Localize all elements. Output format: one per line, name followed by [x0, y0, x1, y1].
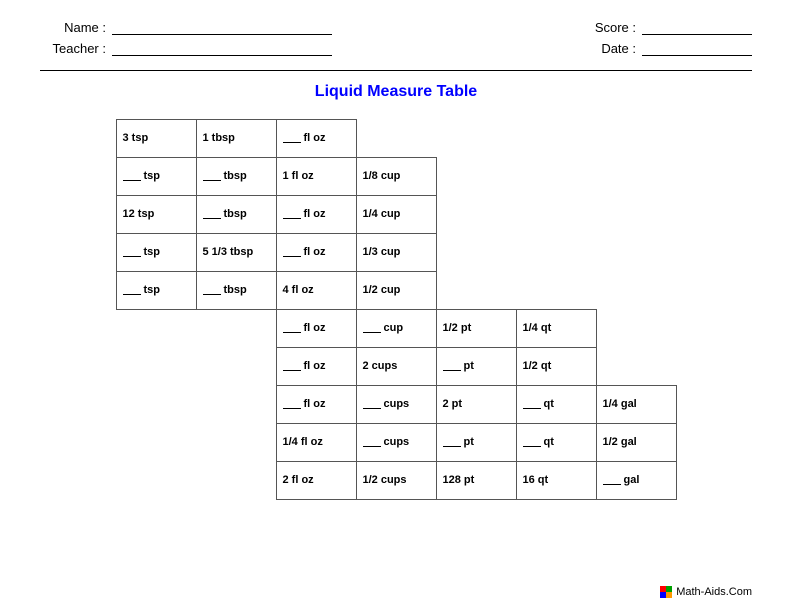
fill-blank [363, 437, 381, 447]
fill-blank [363, 399, 381, 409]
table-cell: 16 qt [516, 461, 597, 500]
table-cell: cups [356, 423, 437, 462]
table-cell: fl oz [276, 195, 357, 234]
fill-blank [523, 399, 541, 409]
table-cell: tbsp [196, 271, 277, 310]
table-cell: pt [436, 423, 517, 462]
table-cell: 1/8 cup [356, 157, 437, 196]
fill-blank [283, 323, 301, 333]
table-cell: tsp [116, 157, 197, 196]
fill-blank [203, 171, 221, 181]
table-cell: 1/2 qt [516, 347, 597, 386]
table-cell: 1/3 cup [356, 233, 437, 272]
date-label: Date : [570, 41, 642, 56]
math-aids-icon [660, 586, 672, 598]
table-cell: 4 fl oz [276, 271, 357, 310]
fill-blank [123, 285, 141, 295]
fill-blank [283, 209, 301, 219]
footer: Math-Aids.Com [660, 586, 752, 598]
fill-blank [443, 361, 461, 371]
fill-blank [283, 133, 301, 143]
table-cell: 1/4 qt [516, 309, 597, 348]
table-cell: 1/2 pt [436, 309, 517, 348]
table-cell: qt [516, 423, 597, 462]
table-cell: 1 fl oz [276, 157, 357, 196]
header-fields: Name : Teacher : Score : Date : [40, 20, 752, 62]
table-cell: 1/4 fl oz [276, 423, 357, 462]
fill-blank [363, 323, 381, 333]
table-cell: 12 tsp [116, 195, 197, 234]
table-cell: tsp [116, 233, 197, 272]
fill-blank [123, 171, 141, 181]
fill-blank [603, 475, 621, 485]
table-cell: qt [516, 385, 597, 424]
table-cell: cups [356, 385, 437, 424]
table-cell: fl oz [276, 233, 357, 272]
teacher-blank-line [112, 42, 332, 56]
header-divider [40, 70, 752, 71]
fill-blank [283, 399, 301, 409]
table-cell: 1/2 cups [356, 461, 437, 500]
liquid-measure-table: 3 tsp1 tbsp fl oz tsp tbsp1 fl oz1/8 cup… [116, 119, 676, 499]
name-blank-line [112, 21, 332, 35]
table-cell: 1/4 cup [356, 195, 437, 234]
fill-blank [283, 361, 301, 371]
fill-blank [283, 247, 301, 257]
table-cell: tbsp [196, 157, 277, 196]
score-blank-line [642, 21, 752, 35]
teacher-label: Teacher : [40, 41, 112, 56]
page-title: Liquid Measure Table [40, 83, 752, 101]
fill-blank [123, 247, 141, 257]
date-blank-line [642, 42, 752, 56]
table-cell: 2 pt [436, 385, 517, 424]
table-cell: gal [596, 461, 677, 500]
table-cell: 1/2 gal [596, 423, 677, 462]
table-cell: fl oz [276, 347, 357, 386]
footer-text: Math-Aids.Com [676, 586, 752, 598]
table-cell: cup [356, 309, 437, 348]
fill-blank [203, 285, 221, 295]
table-cell: 128 pt [436, 461, 517, 500]
table-cell: 3 tsp [116, 119, 197, 158]
table-cell: 5 1/3 tbsp [196, 233, 277, 272]
table-cell: 1 tbsp [196, 119, 277, 158]
table-cell: 2 cups [356, 347, 437, 386]
fill-blank [203, 209, 221, 219]
fill-blank [523, 437, 541, 447]
table-cell: fl oz [276, 385, 357, 424]
score-label: Score : [570, 20, 642, 35]
table-cell: pt [436, 347, 517, 386]
table-cell: 1/2 cup [356, 271, 437, 310]
table-cell: tbsp [196, 195, 277, 234]
table-cell: tsp [116, 271, 197, 310]
table-cell: fl oz [276, 309, 357, 348]
fill-blank [443, 437, 461, 447]
table-cell: 1/4 gal [596, 385, 677, 424]
name-label: Name : [40, 20, 112, 35]
table-cell: fl oz [276, 119, 357, 158]
table-cell: 2 fl oz [276, 461, 357, 500]
